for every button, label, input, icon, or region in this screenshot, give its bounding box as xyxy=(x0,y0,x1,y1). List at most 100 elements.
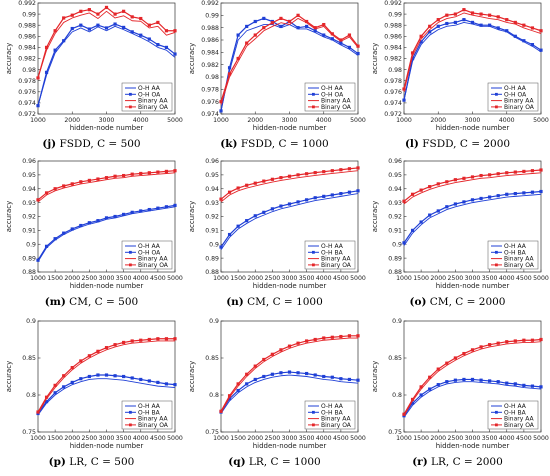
y-tick-label: 0.984 xyxy=(384,45,402,52)
data-point xyxy=(44,70,49,74)
data-point xyxy=(113,343,117,347)
data-point xyxy=(356,189,360,193)
x-tick-label: 1000 xyxy=(396,435,412,442)
chart-svg-j: 1000 2000 3000 4000 5000 0.972 0.974 0.976 0.978… xyxy=(5,0,183,132)
x-tick-label: 3000 xyxy=(465,117,481,124)
y-tick-label: 0.978 xyxy=(384,78,402,85)
data-point xyxy=(305,172,309,176)
data-point xyxy=(402,87,406,91)
data-point xyxy=(428,213,432,217)
data-point xyxy=(270,21,274,25)
legend-entry: O-H AA xyxy=(321,403,344,410)
data-point xyxy=(253,33,257,37)
legend-marker xyxy=(129,423,132,427)
x-tick-label: 5000 xyxy=(350,117,366,124)
legend-marker xyxy=(129,250,132,254)
data-point xyxy=(470,348,475,352)
data-point xyxy=(453,202,457,206)
data-point xyxy=(496,341,500,345)
x-tick-label: 1000 xyxy=(396,275,412,282)
data-point xyxy=(245,219,249,223)
y-tick-label: 0.75 xyxy=(388,429,402,436)
y-tick-label: 0.978 xyxy=(201,87,219,94)
data-point xyxy=(96,219,100,223)
y-tick-label: 0.88 xyxy=(205,269,219,276)
x-tick-label: 2000 xyxy=(64,275,80,282)
data-point xyxy=(79,180,83,184)
x-axis-label: hidden-node number xyxy=(70,442,144,450)
data-point xyxy=(313,196,317,200)
data-point xyxy=(488,195,492,199)
y-tick-label: 0.982 xyxy=(384,56,402,63)
x-tick-label: 1000 xyxy=(30,117,46,124)
data-point xyxy=(164,29,169,33)
data-point xyxy=(262,357,266,362)
panel-caption-text: LR, C = 500 xyxy=(65,456,135,468)
y-tick-label: 0.992 xyxy=(201,0,219,7)
chart-svg-o: 1000 1500 2000 2500 3000 3500 4000 4500 5000 0.88… xyxy=(371,158,549,290)
data-point xyxy=(419,393,423,397)
data-point xyxy=(287,19,292,24)
data-point xyxy=(410,401,415,405)
legend-marker xyxy=(495,92,498,96)
data-point xyxy=(44,45,49,49)
y-tick-label: 0.96 xyxy=(22,158,36,165)
series-line-3 xyxy=(37,10,176,79)
y-tick-label: 0.986 xyxy=(201,37,219,44)
data-point xyxy=(79,223,83,228)
data-point xyxy=(104,346,109,350)
data-point xyxy=(436,182,440,186)
data-point xyxy=(156,43,160,47)
x-axis-label: hidden-node number xyxy=(253,442,327,450)
data-point xyxy=(305,19,309,24)
data-point xyxy=(313,29,317,33)
legend-entry: O-H AA xyxy=(138,85,161,92)
x-tick-label: 1000 xyxy=(396,117,412,124)
chart-svg-m: 1000 1500 2000 2500 3000 3500 4000 4500 5000 0.88… xyxy=(5,158,183,290)
legend-marker xyxy=(129,263,132,267)
data-point xyxy=(322,374,326,379)
y-tick-label: 0.976 xyxy=(384,89,402,96)
x-tick-label: 3500 xyxy=(299,435,315,442)
x-tick-label: 5000 xyxy=(533,117,549,124)
x-tick-label: 5000 xyxy=(167,275,183,282)
data-point xyxy=(279,24,283,29)
data-point xyxy=(347,167,352,171)
series-line-1 xyxy=(403,21,542,101)
data-point xyxy=(479,345,483,349)
x-tick-label: 2000 xyxy=(64,117,80,124)
legend-entry: O-H BA xyxy=(504,409,527,416)
data-point xyxy=(453,356,457,360)
data-point xyxy=(488,379,492,383)
legend-entry: O-H AA xyxy=(321,85,344,92)
y-tick-label: 0.99 xyxy=(388,11,402,18)
data-point xyxy=(79,359,83,363)
legend-marker xyxy=(312,92,315,96)
data-point xyxy=(402,98,406,102)
data-point xyxy=(156,206,160,210)
data-point xyxy=(513,192,517,196)
y-tick-label: 0.93 xyxy=(22,200,36,207)
data-point xyxy=(539,48,543,52)
x-tick-label: 2000 xyxy=(430,117,446,124)
data-point xyxy=(356,378,360,382)
legend-entry: Binary OA xyxy=(321,262,352,269)
data-point xyxy=(356,334,360,338)
x-axis-label: hidden-node number xyxy=(253,124,327,132)
legend-entry: O-H BA xyxy=(321,249,344,256)
data-point xyxy=(53,391,57,395)
y-tick-label: 0.8 xyxy=(26,392,36,399)
x-tick-label: 1000 xyxy=(213,117,229,124)
x-tick-label: 4500 xyxy=(516,435,532,442)
data-point xyxy=(356,166,360,170)
data-point xyxy=(227,66,232,70)
y-axis-label: accuracy xyxy=(5,43,13,75)
data-point xyxy=(339,334,343,339)
data-point xyxy=(147,171,151,175)
data-point xyxy=(262,374,266,379)
data-point xyxy=(436,383,440,387)
y-tick-label: 0.9 xyxy=(392,241,402,248)
legend-marker xyxy=(312,263,315,267)
data-point xyxy=(139,209,143,213)
x-tick-label: 4500 xyxy=(150,275,166,282)
